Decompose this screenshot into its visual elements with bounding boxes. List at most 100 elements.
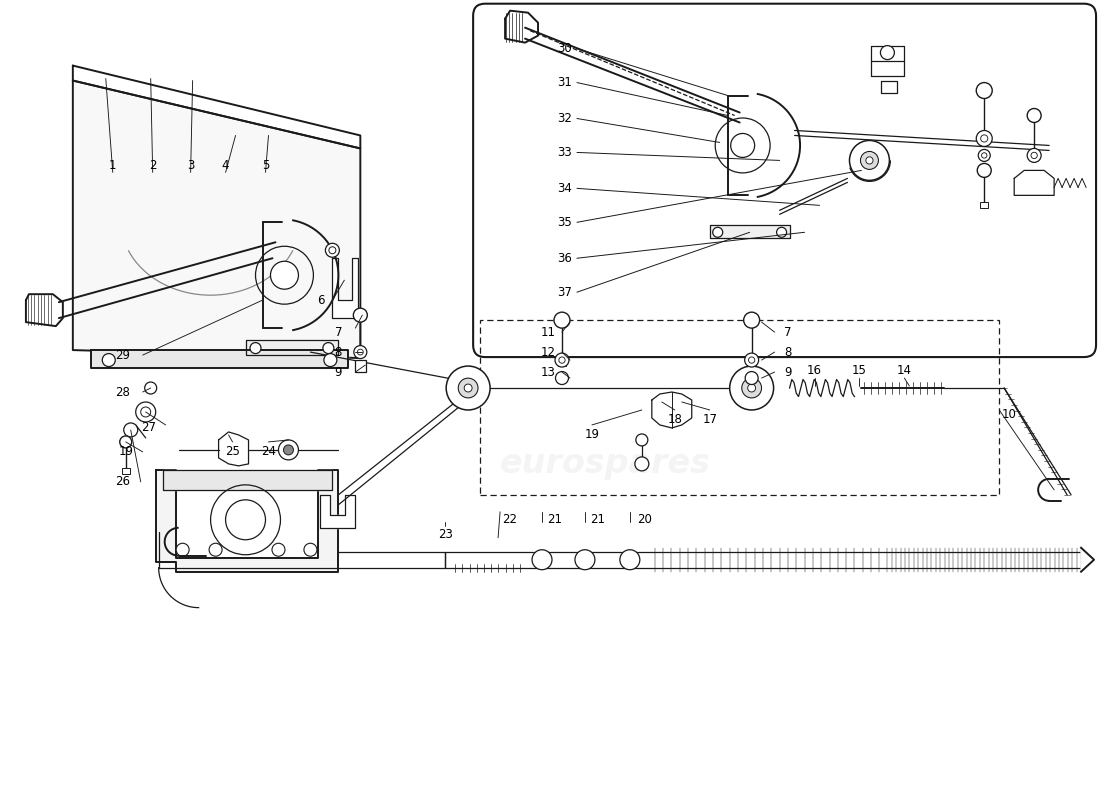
Circle shape	[713, 227, 723, 238]
Circle shape	[532, 550, 552, 570]
Polygon shape	[91, 350, 349, 368]
Circle shape	[326, 243, 340, 258]
Circle shape	[777, 227, 786, 238]
Circle shape	[176, 543, 189, 556]
Text: 15: 15	[852, 363, 867, 377]
Text: 21: 21	[591, 514, 605, 526]
Circle shape	[981, 153, 987, 158]
Circle shape	[358, 349, 363, 355]
Circle shape	[744, 312, 760, 328]
Text: 18: 18	[668, 414, 682, 426]
Text: 9: 9	[784, 366, 791, 378]
Bar	[980, 202, 988, 208]
Circle shape	[745, 353, 759, 367]
Circle shape	[353, 308, 367, 322]
Circle shape	[635, 457, 649, 471]
Circle shape	[1027, 109, 1041, 122]
Circle shape	[880, 46, 894, 59]
Text: 19: 19	[118, 446, 133, 458]
Circle shape	[849, 141, 890, 180]
Circle shape	[977, 130, 992, 146]
Text: 10: 10	[1002, 409, 1016, 422]
Circle shape	[464, 384, 472, 392]
Text: eurospares: eurospares	[116, 304, 326, 337]
Text: 21: 21	[548, 514, 562, 526]
Circle shape	[729, 366, 773, 410]
Polygon shape	[710, 226, 790, 238]
Bar	[748, 360, 756, 366]
Circle shape	[745, 371, 758, 385]
Text: 29: 29	[116, 349, 130, 362]
Circle shape	[977, 82, 992, 98]
Text: 9: 9	[334, 366, 342, 378]
Text: 28: 28	[116, 386, 130, 398]
Text: 7: 7	[784, 326, 791, 338]
Circle shape	[102, 354, 116, 366]
Bar	[122, 468, 130, 474]
Text: 5: 5	[262, 159, 270, 172]
FancyBboxPatch shape	[473, 4, 1096, 357]
Text: 19: 19	[584, 429, 600, 442]
Bar	[1031, 153, 1038, 158]
Text: 26: 26	[116, 475, 130, 488]
Circle shape	[748, 357, 755, 363]
Circle shape	[135, 402, 156, 422]
Text: 31: 31	[557, 76, 572, 89]
Polygon shape	[245, 340, 339, 355]
Text: 23: 23	[438, 528, 452, 542]
Circle shape	[209, 543, 222, 556]
Text: 30: 30	[558, 42, 572, 55]
Circle shape	[620, 550, 640, 570]
Circle shape	[559, 357, 565, 363]
Circle shape	[459, 378, 478, 398]
Text: 8: 8	[334, 346, 342, 358]
Text: 1: 1	[109, 159, 117, 172]
Circle shape	[741, 378, 761, 398]
Circle shape	[272, 543, 285, 556]
Text: 3: 3	[187, 159, 195, 172]
Text: 27: 27	[141, 422, 156, 434]
Polygon shape	[219, 432, 249, 466]
Polygon shape	[320, 495, 355, 528]
Text: 11: 11	[540, 326, 556, 338]
Bar	[480, 320, 999, 495]
Polygon shape	[156, 470, 339, 572]
Circle shape	[730, 134, 755, 158]
Polygon shape	[332, 258, 359, 318]
Polygon shape	[73, 66, 361, 149]
Circle shape	[278, 440, 298, 460]
Polygon shape	[26, 294, 63, 326]
Circle shape	[556, 353, 569, 367]
Circle shape	[575, 550, 595, 570]
Circle shape	[981, 135, 988, 142]
Polygon shape	[881, 81, 898, 93]
Bar	[558, 360, 566, 366]
Text: 6: 6	[317, 294, 324, 306]
Circle shape	[250, 342, 261, 354]
Text: 33: 33	[558, 146, 572, 159]
Text: 17: 17	[702, 414, 717, 426]
Text: 34: 34	[557, 182, 572, 195]
Circle shape	[323, 342, 334, 354]
Circle shape	[978, 150, 990, 162]
Text: 14: 14	[896, 363, 912, 377]
Circle shape	[141, 407, 151, 417]
Circle shape	[1027, 149, 1041, 162]
Circle shape	[123, 423, 138, 437]
Circle shape	[977, 163, 991, 178]
Circle shape	[554, 312, 570, 328]
Circle shape	[447, 366, 491, 410]
Text: eurospares: eurospares	[499, 447, 711, 480]
Text: 2: 2	[148, 159, 156, 172]
Circle shape	[636, 434, 648, 446]
Circle shape	[748, 384, 756, 392]
Text: 20: 20	[637, 514, 652, 526]
Circle shape	[120, 436, 132, 448]
Bar	[980, 134, 988, 139]
Text: 13: 13	[540, 366, 556, 378]
Text: 36: 36	[557, 252, 572, 265]
Text: 16: 16	[807, 363, 822, 377]
Text: 32: 32	[557, 112, 572, 125]
Text: eurospares: eurospares	[715, 226, 890, 254]
Polygon shape	[1014, 170, 1054, 195]
